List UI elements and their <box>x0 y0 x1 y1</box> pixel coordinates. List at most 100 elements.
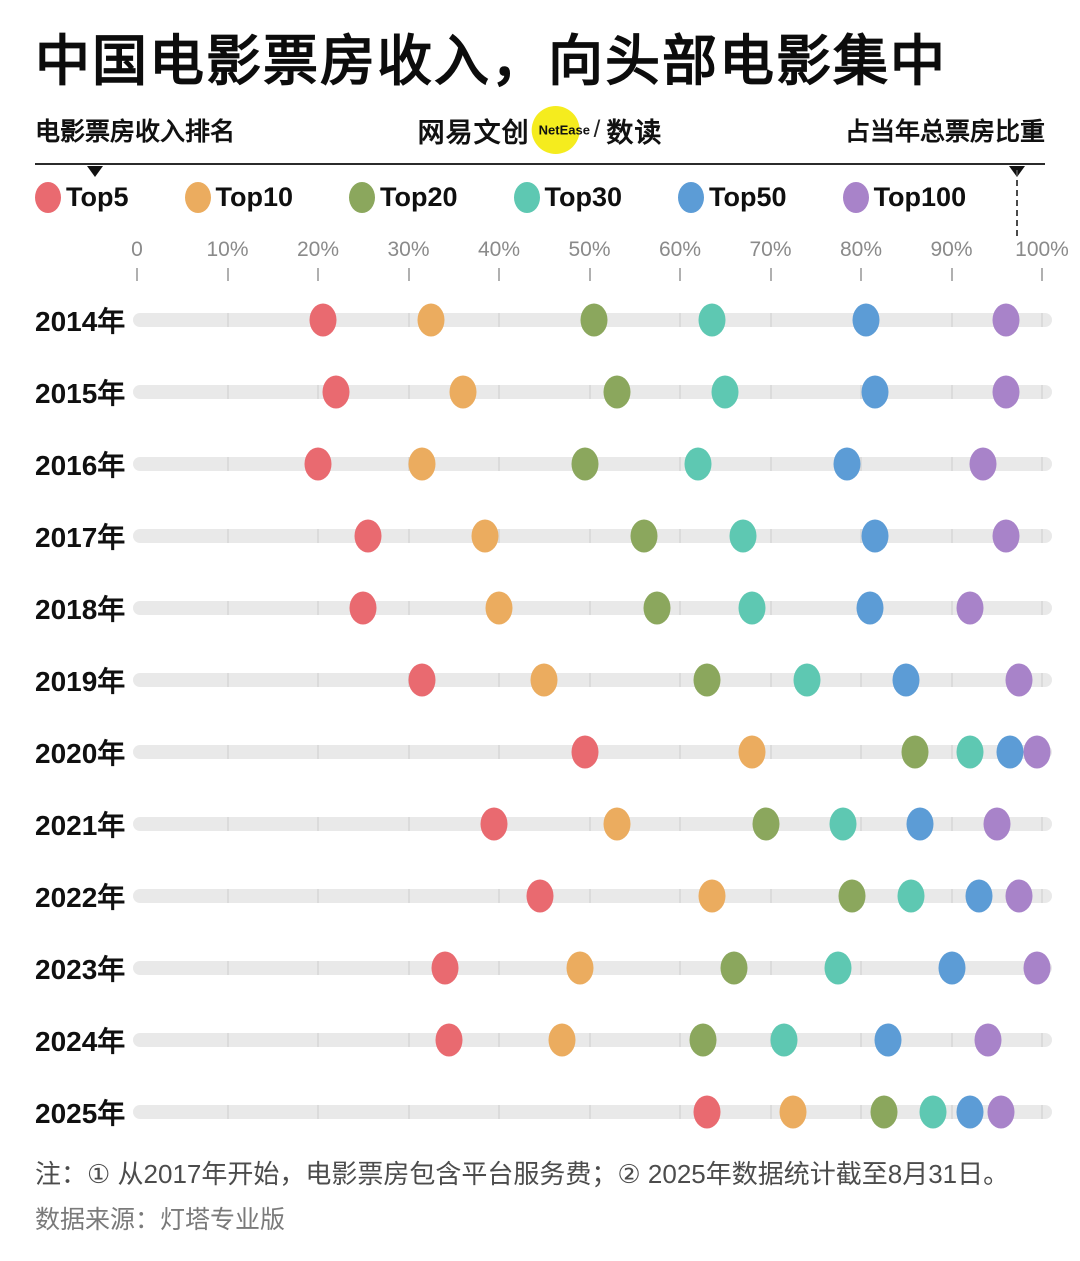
top20-legend-dot-icon <box>349 182 376 213</box>
legend-item-top50: Top50 <box>678 182 787 213</box>
track-tick <box>226 889 229 903</box>
top10-dot <box>530 663 558 697</box>
chart-rows: 2014年 2015年 2016年 2017年 2018年 2019年 2020年 2021年… <box>0 284 1080 1148</box>
legend-label: Top5 <box>66 182 129 212</box>
top10-dot <box>548 1023 576 1057</box>
row-track-range <box>137 716 1051 788</box>
row-track-range <box>137 284 1043 356</box>
top50-dot <box>965 879 993 913</box>
top5-dot <box>322 375 350 409</box>
track-tick <box>950 313 953 327</box>
track-tick <box>498 385 500 399</box>
track-tick <box>769 745 772 759</box>
yellow-circle-icon <box>531 106 580 154</box>
top30-dot <box>793 663 821 697</box>
track-tick <box>1041 1033 1043 1047</box>
chart-row: 2018年 <box>0 572 1080 644</box>
track-tick <box>769 313 772 327</box>
top10-dot <box>603 807 631 841</box>
track-tick <box>1041 313 1043 327</box>
track-tick <box>226 1033 229 1047</box>
top10-dot <box>449 375 477 409</box>
top100-dot <box>987 1095 1015 1129</box>
track-tick <box>498 1105 500 1119</box>
track-tick <box>950 1105 953 1119</box>
track-tick <box>860 961 862 975</box>
track-tick <box>226 961 229 975</box>
top50-dot <box>852 303 880 337</box>
top50-dot <box>874 1023 902 1057</box>
x-axis-tick <box>1041 268 1043 281</box>
track-tick <box>860 1105 862 1119</box>
chart-row: 2021年 <box>0 788 1080 860</box>
x-axis-label: 10% <box>206 238 249 261</box>
top50-dot <box>833 447 861 481</box>
track-tick <box>860 457 862 471</box>
footnote-text: 注：① 从2017年开始，电影票房包含平台服务费；② 2025年数据统计截至8月… <box>35 1159 1010 1189</box>
top5-dot <box>304 447 332 481</box>
track-tick <box>950 673 953 687</box>
top10-dot <box>566 951 594 985</box>
track-tick <box>679 385 681 399</box>
top5-dot <box>480 807 508 841</box>
year-label: 2017年 <box>35 522 126 553</box>
row-track-range <box>137 788 1043 860</box>
track-tick <box>317 1105 319 1119</box>
track-tick <box>860 529 862 543</box>
x-axis-label: 60% <box>658 238 702 261</box>
logo-separator: / <box>593 116 601 143</box>
track-tick <box>407 817 410 831</box>
top20-dot <box>838 879 866 913</box>
row-track-bar <box>133 385 1052 399</box>
track-tick <box>950 745 953 759</box>
track-tick <box>498 673 500 687</box>
top5-dot <box>693 1095 721 1129</box>
top10-dot <box>417 303 445 337</box>
top10-dot <box>698 879 726 913</box>
top50-dot <box>861 519 889 553</box>
top10-dot <box>779 1095 807 1129</box>
top10-dot <box>408 447 436 481</box>
track-tick <box>226 673 229 687</box>
top50-dot <box>938 951 965 985</box>
track-tick <box>860 817 862 831</box>
track-tick <box>679 673 681 687</box>
header-divider-line <box>35 163 1045 165</box>
x-axis-tick <box>769 268 772 281</box>
chart-row: 2016年 <box>0 428 1080 500</box>
track-tick <box>1041 889 1043 903</box>
top100-dot <box>1005 663 1033 697</box>
top30-dot <box>829 807 857 841</box>
left-arrow-down-icon <box>87 166 103 177</box>
track-tick <box>679 961 681 975</box>
x-axis-label: 80% <box>839 238 883 261</box>
x-axis-tick <box>679 268 681 281</box>
track-tick <box>498 457 500 471</box>
x-axis-label: 0 <box>131 238 143 261</box>
track-tick <box>950 457 953 471</box>
track-tick <box>679 1033 681 1047</box>
legend-item-top100: Top100 <box>842 182 966 213</box>
track-tick <box>498 313 500 327</box>
track-tick <box>588 385 591 399</box>
top30-dot <box>770 1023 798 1057</box>
top50-dot <box>956 1095 984 1129</box>
top100-dot <box>969 447 997 481</box>
track-tick <box>1041 529 1043 543</box>
x-axis: 0 10% 20% 30% 40% 50% 60% 70% 80% 90% 100% <box>131 238 1069 282</box>
top30-dot <box>698 303 726 337</box>
x-axis-tick <box>588 268 591 281</box>
x-axis-tick <box>498 268 500 281</box>
row-track-range <box>137 932 1051 1004</box>
track-tick <box>860 385 862 399</box>
track-tick <box>769 529 772 543</box>
track-tick <box>498 745 500 759</box>
year-label: 2023年 <box>35 954 126 985</box>
top20-dot <box>603 375 631 409</box>
top5-dot <box>309 303 337 337</box>
top100-dot <box>1005 879 1033 913</box>
top5-dot <box>408 663 436 697</box>
chart-row: 2023年 <box>0 932 1080 1004</box>
year-label: 2018年 <box>35 594 126 625</box>
top20-dot <box>870 1095 898 1129</box>
